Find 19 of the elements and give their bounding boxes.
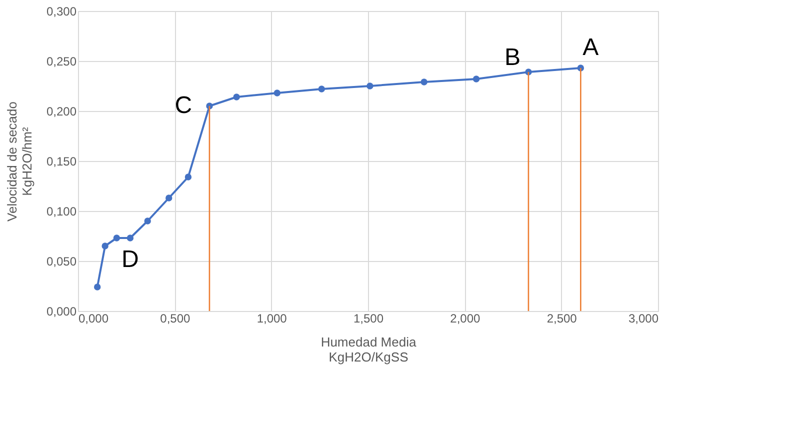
y-tick-label: 0,300 xyxy=(46,4,77,18)
annotation: C xyxy=(174,92,192,119)
y-tick-label: 0,050 xyxy=(46,254,77,268)
y-axis-title: Velocidad de secado KgH2O/hm² xyxy=(4,102,34,222)
annotation: B xyxy=(504,44,520,71)
x-tick-label: 0,000 xyxy=(78,312,109,326)
y-tick-label: 0,250 xyxy=(46,54,77,68)
annotation: A xyxy=(582,34,599,61)
x-tick-label: 1,500 xyxy=(353,312,384,326)
x-tick-label: 0,500 xyxy=(160,312,191,326)
x-tick-label: 1,000 xyxy=(256,312,288,326)
x-tick-label: 2,500 xyxy=(546,312,578,326)
annotation: D xyxy=(122,246,139,273)
x-tick-label: 2,000 xyxy=(450,312,481,326)
y-tick-label: 0,100 xyxy=(46,204,77,218)
x-tick-label: 3,000 xyxy=(628,312,659,326)
x-axis-title: Humedad Media KgH2O/KgSS xyxy=(320,334,417,364)
y-tick-label: 0,200 xyxy=(46,104,77,118)
y-tick-label: 0,150 xyxy=(46,154,77,168)
